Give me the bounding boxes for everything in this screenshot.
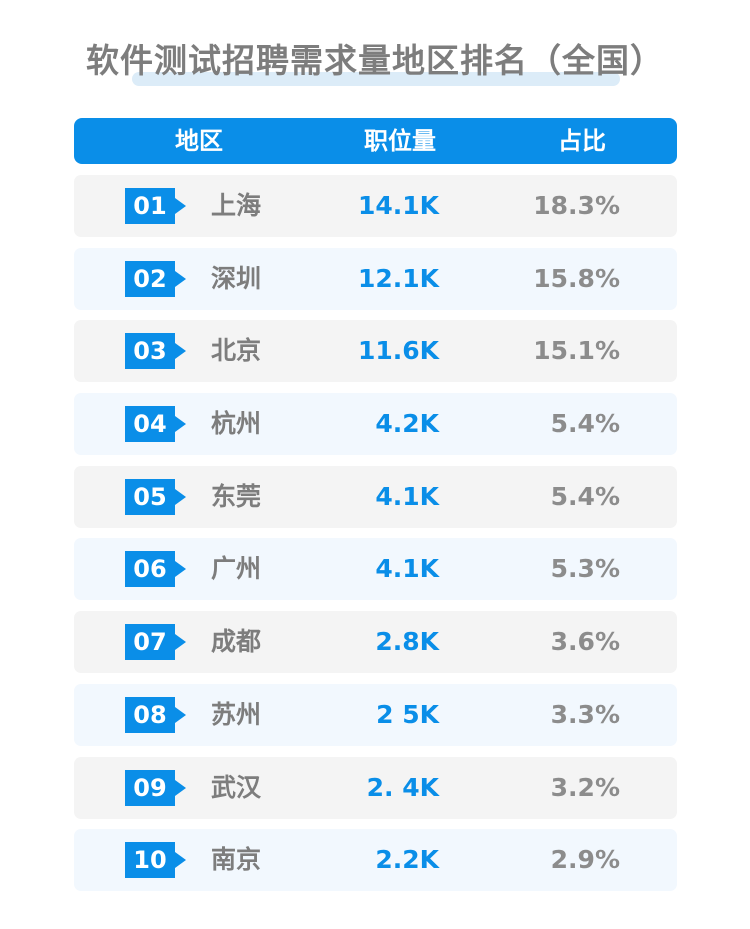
share-percent: 3.6% (550, 627, 620, 657)
rank-arrow-icon (175, 634, 186, 651)
share-percent: 15.8% (533, 263, 620, 293)
job-count: 11.6K (357, 336, 439, 366)
share-percent: 5.3% (550, 554, 620, 584)
job-count: 12.1K (357, 263, 439, 293)
rank-arrow-icon (175, 706, 186, 723)
table-row: 06 广州 4.1K 5.3% (74, 538, 677, 601)
share-percent: 3.3% (550, 699, 620, 729)
region-name: 深圳 (211, 263, 262, 293)
rank-arrow-icon (175, 270, 186, 287)
rank-badge: 06 (125, 551, 175, 588)
table-row: 08 苏州 2 5K 3.3% (74, 683, 677, 746)
title-wrap: 软件测试招聘需求量地区排名（全国） (0, 38, 750, 88)
job-count: 2 5K (376, 699, 439, 729)
rank-arrow-icon (175, 416, 186, 433)
table-row: 02 深圳 12.1K 15.8% (74, 247, 677, 310)
region-name: 武汉 (211, 772, 262, 802)
rank-arrow-icon (175, 779, 186, 796)
title-underline (132, 72, 620, 86)
rank-badge: 09 (125, 769, 175, 806)
rank-arrow-icon (175, 561, 186, 578)
table-body: 01 上海 14.1K 18.3% 02 深圳 12.1K 15.8% 03 北京 11.6K 15.… (74, 175, 677, 902)
region-name: 东莞 (211, 481, 262, 511)
table-row: 05 东莞 4.1K 5.4% (74, 465, 677, 528)
rank-badge: 01 (125, 188, 175, 224)
rank-badge: 08 (125, 696, 175, 733)
share-percent: 2.9% (550, 845, 620, 875)
share-percent: 3.2% (550, 772, 620, 802)
region-name: 广州 (211, 554, 262, 584)
job-count: 2.2K (375, 845, 439, 875)
table-row: 03 北京 11.6K 15.1% (74, 320, 677, 383)
rank-badge: 10 (125, 842, 175, 879)
rank-badge: 05 (125, 478, 175, 515)
job-count: 4.2K (375, 409, 439, 439)
share-percent: 15.1% (533, 336, 620, 366)
table-row: 01 上海 14.1K 18.3% (74, 175, 677, 237)
rank-arrow-icon (175, 852, 186, 869)
share-percent: 18.3% (533, 191, 620, 220)
job-count: 4.1K (375, 554, 439, 584)
job-count: 2. 4K (366, 772, 439, 802)
rank-badge: 07 (125, 624, 175, 661)
region-name: 上海 (211, 191, 262, 220)
region-name: 杭州 (211, 409, 262, 439)
region-name: 苏州 (211, 699, 262, 729)
share-percent: 5.4% (550, 409, 620, 439)
table-row: 09 武汉 2. 4K 3.2% (74, 756, 677, 819)
chart-title: 软件测试招聘需求量地区排名（全国） (86, 41, 664, 80)
rank-arrow-icon (175, 488, 186, 505)
job-count: 14.1K (357, 191, 439, 220)
job-count: 2.8K (375, 627, 439, 657)
region-name: 成都 (211, 627, 262, 657)
region-name: 北京 (211, 336, 262, 366)
header-jobs: 职位量 (364, 127, 436, 155)
rank-badge: 04 (125, 406, 175, 443)
header-region: 地区 (175, 127, 223, 155)
region-name: 南京 (211, 845, 262, 875)
share-percent: 5.4% (550, 481, 620, 511)
rank-badge: 02 (125, 260, 175, 297)
job-count: 4.1K (375, 481, 439, 511)
rank-badge: 03 (125, 333, 175, 370)
rank-arrow-icon (175, 198, 186, 214)
table-row: 10 南京 2.2K 2.9% (74, 829, 677, 892)
table-header: 地区 职位量 占比 (74, 118, 677, 164)
rank-arrow-icon (175, 343, 186, 360)
table-row: 04 杭州 4.2K 5.4% (74, 393, 677, 456)
header-share: 占比 (558, 127, 606, 155)
table-row: 07 成都 2.8K 3.6% (74, 611, 677, 674)
